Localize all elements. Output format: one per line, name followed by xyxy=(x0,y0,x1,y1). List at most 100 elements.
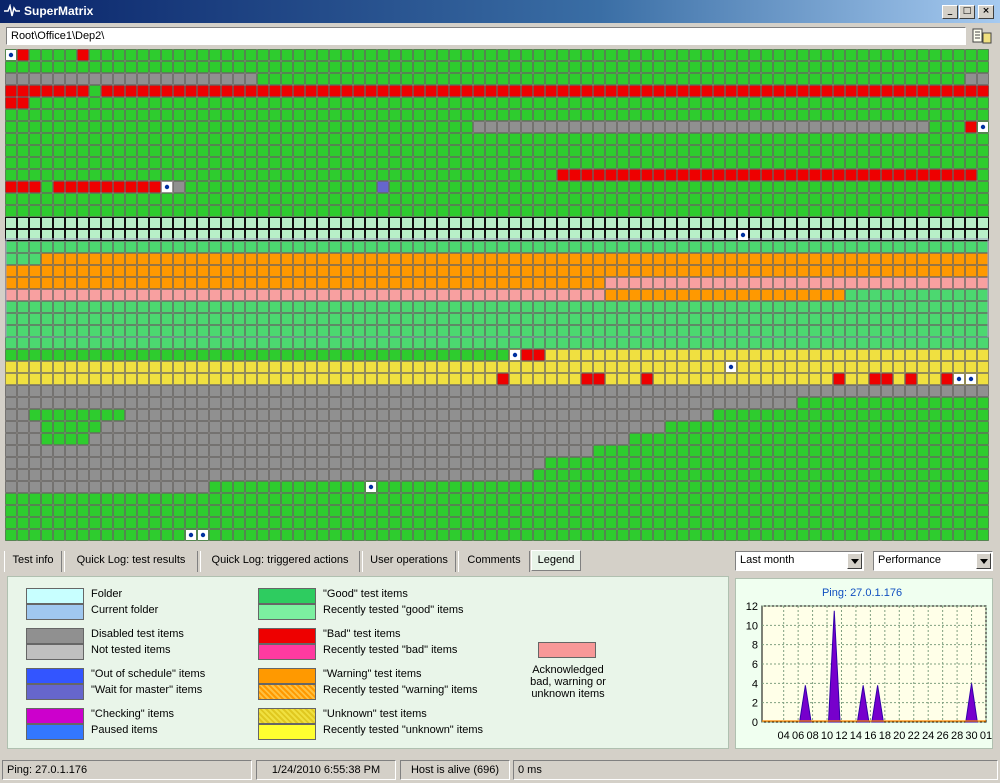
matrix-cell[interactable] xyxy=(821,181,833,193)
matrix-cell[interactable] xyxy=(281,277,293,289)
matrix-cell[interactable] xyxy=(665,289,677,301)
matrix-cell[interactable] xyxy=(41,145,53,157)
matrix-cell[interactable] xyxy=(893,217,905,229)
matrix-cell[interactable] xyxy=(953,97,965,109)
matrix-cell[interactable] xyxy=(497,385,509,397)
matrix-cell[interactable] xyxy=(557,481,569,493)
matrix-cell[interactable] xyxy=(917,433,929,445)
matrix-cell[interactable] xyxy=(977,277,989,289)
matrix-cell[interactable] xyxy=(797,301,809,313)
matrix-cell[interactable] xyxy=(53,97,65,109)
matrix-cell[interactable] xyxy=(965,493,977,505)
matrix-cell[interactable] xyxy=(809,265,821,277)
matrix-cell[interactable] xyxy=(221,109,233,121)
matrix-cell[interactable] xyxy=(749,181,761,193)
matrix-cell[interactable] xyxy=(461,325,473,337)
matrix-cell[interactable] xyxy=(893,409,905,421)
matrix-cell[interactable] xyxy=(437,433,449,445)
matrix-cell[interactable] xyxy=(161,301,173,313)
matrix-cell[interactable] xyxy=(77,469,89,481)
matrix-cell[interactable] xyxy=(605,61,617,73)
matrix-cell[interactable] xyxy=(5,85,17,97)
matrix-cell[interactable] xyxy=(137,253,149,265)
matrix-cell[interactable] xyxy=(101,505,113,517)
matrix-cell[interactable] xyxy=(581,181,593,193)
matrix-cell[interactable] xyxy=(641,241,653,253)
matrix-cell[interactable] xyxy=(65,145,77,157)
matrix-cell[interactable] xyxy=(329,397,341,409)
matrix-cell[interactable] xyxy=(737,481,749,493)
matrix-cell[interactable] xyxy=(269,229,281,241)
matrix-cell[interactable] xyxy=(653,337,665,349)
matrix-cell[interactable] xyxy=(113,421,125,433)
matrix-cell[interactable] xyxy=(869,433,881,445)
matrix-cell[interactable] xyxy=(245,433,257,445)
matrix-cell[interactable] xyxy=(581,397,593,409)
matrix-cell[interactable] xyxy=(917,241,929,253)
matrix-cell[interactable] xyxy=(893,457,905,469)
matrix-cell[interactable] xyxy=(53,193,65,205)
matrix-cell[interactable] xyxy=(497,397,509,409)
matrix-cell[interactable] xyxy=(365,409,377,421)
matrix-cell[interactable] xyxy=(677,229,689,241)
matrix-cell[interactable] xyxy=(281,193,293,205)
matrix-cell[interactable] xyxy=(425,169,437,181)
matrix-cell[interactable] xyxy=(713,481,725,493)
matrix-cell[interactable] xyxy=(161,325,173,337)
matrix-cell[interactable] xyxy=(809,361,821,373)
matrix-cell[interactable] xyxy=(749,433,761,445)
matrix-cell[interactable] xyxy=(77,409,89,421)
matrix-cell[interactable] xyxy=(461,169,473,181)
matrix-cell[interactable] xyxy=(449,193,461,205)
matrix-cell[interactable] xyxy=(521,217,533,229)
matrix-cell[interactable] xyxy=(977,313,989,325)
matrix-cell[interactable] xyxy=(725,85,737,97)
matrix-cell[interactable] xyxy=(473,97,485,109)
matrix-cell[interactable] xyxy=(485,277,497,289)
matrix-cell[interactable] xyxy=(329,61,341,73)
matrix-cell[interactable] xyxy=(521,85,533,97)
matrix-cell[interactable] xyxy=(797,349,809,361)
matrix-cell[interactable] xyxy=(473,289,485,301)
matrix-cell[interactable] xyxy=(557,373,569,385)
matrix-cell[interactable] xyxy=(773,445,785,457)
matrix-cell[interactable] xyxy=(41,289,53,301)
matrix-cell[interactable] xyxy=(353,265,365,277)
matrix-cell[interactable] xyxy=(569,85,581,97)
matrix-cell[interactable] xyxy=(605,145,617,157)
matrix-cell[interactable] xyxy=(197,157,209,169)
matrix-cell[interactable] xyxy=(329,253,341,265)
matrix-cell[interactable] xyxy=(281,73,293,85)
matrix-cell[interactable] xyxy=(293,169,305,181)
matrix-cell[interactable] xyxy=(677,157,689,169)
matrix-cell[interactable] xyxy=(41,409,53,421)
matrix-cell[interactable] xyxy=(413,409,425,421)
matrix-cell[interactable] xyxy=(149,493,161,505)
matrix-cell[interactable] xyxy=(173,361,185,373)
matrix-cell[interactable] xyxy=(821,397,833,409)
matrix-cell[interactable] xyxy=(65,97,77,109)
matrix-cell[interactable] xyxy=(137,433,149,445)
matrix-cell[interactable] xyxy=(701,397,713,409)
matrix-cell[interactable] xyxy=(65,325,77,337)
matrix-cell[interactable] xyxy=(581,169,593,181)
matrix-cell[interactable] xyxy=(101,373,113,385)
matrix-cell[interactable] xyxy=(665,325,677,337)
matrix-cell[interactable] xyxy=(953,409,965,421)
matrix-cell[interactable] xyxy=(521,169,533,181)
matrix-cell[interactable] xyxy=(473,133,485,145)
matrix-cell[interactable] xyxy=(677,277,689,289)
matrix-cell[interactable] xyxy=(653,325,665,337)
matrix-cell[interactable] xyxy=(905,349,917,361)
matrix-cell[interactable] xyxy=(617,301,629,313)
matrix-cell[interactable] xyxy=(185,337,197,349)
matrix-cell[interactable] xyxy=(461,373,473,385)
matrix-cell[interactable] xyxy=(257,445,269,457)
matrix-cell[interactable] xyxy=(389,253,401,265)
matrix-cell[interactable] xyxy=(917,445,929,457)
matrix-cell[interactable] xyxy=(929,229,941,241)
matrix-cell[interactable] xyxy=(833,289,845,301)
matrix-cell[interactable] xyxy=(569,145,581,157)
matrix-cell[interactable] xyxy=(737,421,749,433)
matrix-cell[interactable] xyxy=(785,61,797,73)
